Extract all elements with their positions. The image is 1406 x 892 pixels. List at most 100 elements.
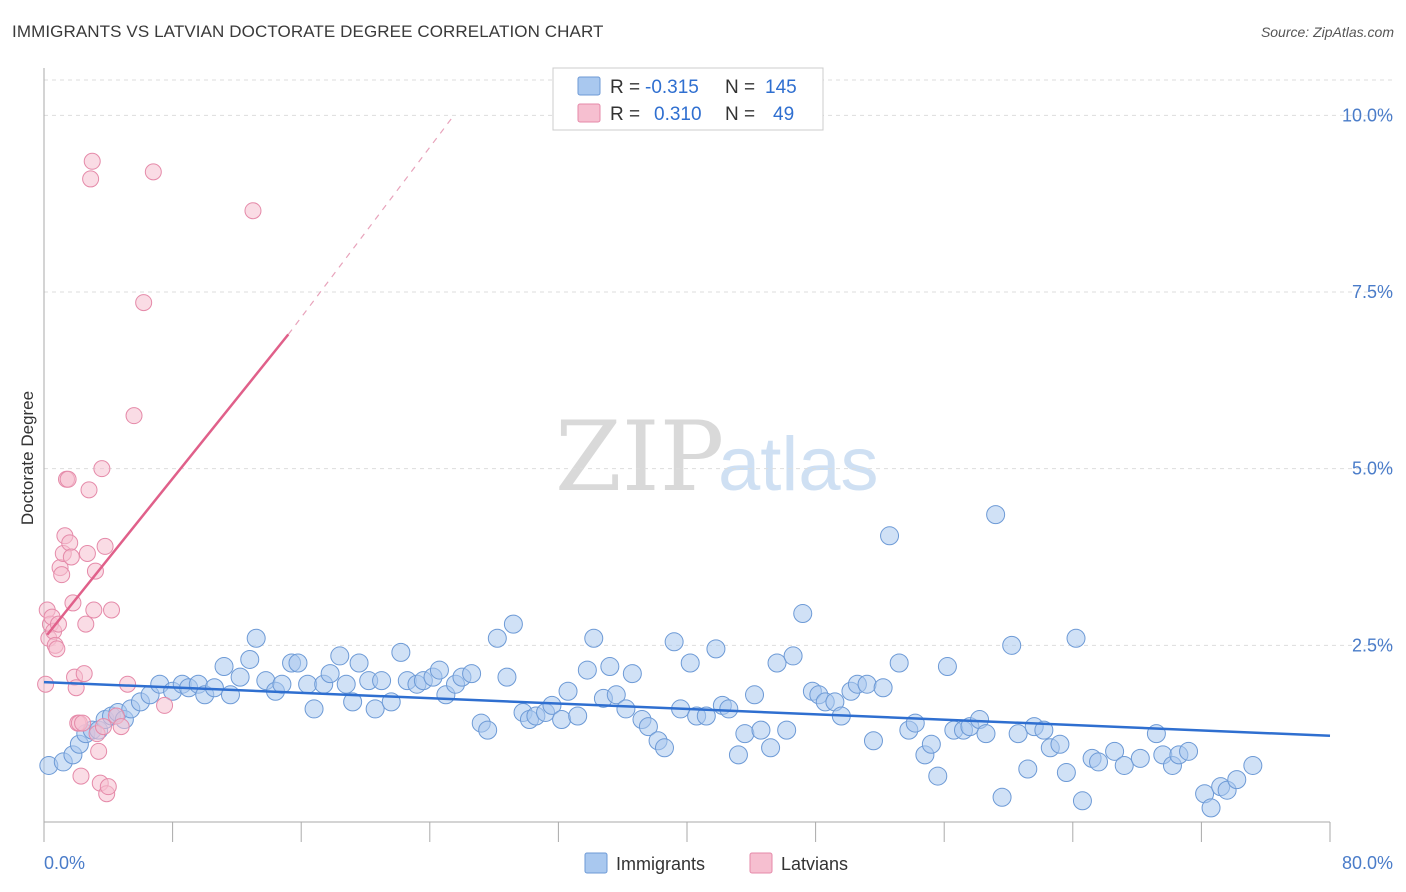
immigrants-point: [873, 678, 893, 698]
immigrants-point: [745, 685, 765, 705]
latvians-point: [94, 718, 112, 736]
immigrants-point: [462, 664, 482, 684]
latvians-point: [112, 718, 130, 736]
immigrants-point: [793, 604, 813, 624]
latvians-point: [93, 460, 111, 478]
immigrants-point: [783, 646, 803, 666]
immigrants-point: [240, 649, 260, 669]
immigrants-point: [857, 674, 877, 694]
immigrants-point: [1201, 798, 1221, 818]
immigrants-point: [606, 685, 626, 705]
y-tick-label: 7.5%: [1352, 282, 1393, 302]
immigrants-point: [336, 674, 356, 694]
immigrants-point: [1105, 741, 1125, 761]
immigrants-point: [1056, 763, 1076, 783]
latvians-point: [49, 615, 67, 633]
y-tick-label: 10.0%: [1342, 105, 1393, 125]
legend-swatch-latvians: [577, 103, 601, 123]
immigrants-point: [542, 695, 562, 715]
immigrants-point: [937, 657, 957, 677]
immigrants-point: [751, 720, 771, 740]
latvians-trend-line: [46, 333, 290, 636]
bottom-legend-label-latvians: Latvians: [781, 854, 848, 874]
legend-n-value-latvians: 49: [773, 104, 794, 125]
legend-n-value-immigrants: 145: [765, 77, 797, 98]
immigrants-point: [992, 787, 1012, 807]
immigrants-point: [680, 653, 700, 673]
immigrants-point: [391, 642, 411, 662]
y-tick-label: 2.5%: [1352, 635, 1393, 655]
immigrants-point: [558, 681, 578, 701]
legend-r-value-immigrants: -0.315: [645, 77, 699, 98]
latvians-point: [78, 544, 96, 562]
axes: [43, 68, 1331, 842]
immigrants-point: [568, 706, 588, 726]
immigrants-point: [1072, 791, 1092, 811]
immigrants-point: [1227, 770, 1247, 790]
immigrants-point: [330, 646, 350, 666]
source-credit: Source: ZipAtlas.com: [1260, 24, 1394, 40]
x-tick-labels: 0.0% 80.0%: [44, 853, 1393, 873]
immigrants-point: [728, 745, 748, 765]
immigrants-point: [497, 667, 517, 687]
immigrants-point: [304, 699, 324, 719]
immigrants-point: [880, 526, 900, 546]
latvians-point: [244, 202, 262, 220]
latvians-point: [135, 294, 153, 312]
immigrants-point: [1034, 720, 1054, 740]
trend-lines: [43, 114, 1331, 738]
y-tick-label: 5.0%: [1352, 459, 1393, 479]
immigrants-point: [761, 738, 781, 758]
immigrants-point: [246, 628, 266, 648]
series-immigrants: [39, 505, 1263, 818]
legend-swatch-immigrants: [577, 76, 601, 96]
immigrants-point: [921, 734, 941, 754]
immigrants-point: [478, 720, 498, 740]
legend-r-label-immigrants: R =: [610, 77, 640, 98]
immigrants-point: [719, 699, 739, 719]
watermark-zip: ZIP: [555, 401, 724, 513]
latvians-point: [61, 534, 79, 552]
immigrants-point: [577, 660, 597, 680]
immigrants-point: [552, 710, 572, 730]
latvians-point: [77, 615, 95, 633]
bottom-legend: Immigrants Latvians: [584, 852, 848, 874]
x-tick-label-max: 80.0%: [1342, 853, 1393, 873]
immigrants-point: [372, 671, 392, 691]
immigrants-point: [1243, 755, 1263, 775]
legend-r-label-latvians: R =: [610, 104, 640, 125]
immigrants-point: [706, 639, 726, 659]
immigrants-point: [1066, 628, 1086, 648]
immigrants-point: [584, 628, 604, 648]
immigrants-point: [1179, 741, 1199, 761]
immigrants-point: [986, 505, 1006, 525]
immigrants-point: [214, 657, 234, 677]
legend-n-label-immigrants: N =: [725, 77, 755, 98]
immigrants-point: [976, 724, 996, 744]
immigrants-point: [767, 653, 787, 673]
immigrants-point: [905, 713, 925, 733]
immigrants-point: [503, 614, 523, 634]
latvians-point: [82, 170, 100, 188]
immigrants-point: [288, 653, 308, 673]
latvians-point: [86, 562, 104, 580]
immigrants-point: [1050, 734, 1070, 754]
latvians-point: [48, 640, 66, 658]
immigrants-point: [928, 766, 948, 786]
latvians-point: [74, 714, 92, 732]
grid-lines: [44, 79, 1392, 646]
immigrants-point: [1089, 752, 1109, 772]
legend-n-label-latvians: N =: [725, 104, 755, 125]
immigrants-point: [429, 660, 449, 680]
immigrants-point: [696, 706, 716, 726]
immigrants-point: [664, 632, 684, 652]
chart-title: IMMIGRANTS VS LATVIAN DOCTORATE DEGREE C…: [12, 22, 604, 41]
bottom-legend-swatch-immigrants: [584, 852, 608, 874]
legend-r-value-latvians: 0.310: [654, 104, 702, 125]
latvians-point: [59, 470, 77, 488]
y-tick-labels: 2.5% 5.0% 7.5% 10.0%: [1342, 105, 1393, 655]
immigrants-point: [365, 699, 385, 719]
latvians-point: [156, 696, 174, 714]
bottom-legend-label-immigrants: Immigrants: [616, 854, 705, 874]
immigrants-point: [616, 699, 636, 719]
